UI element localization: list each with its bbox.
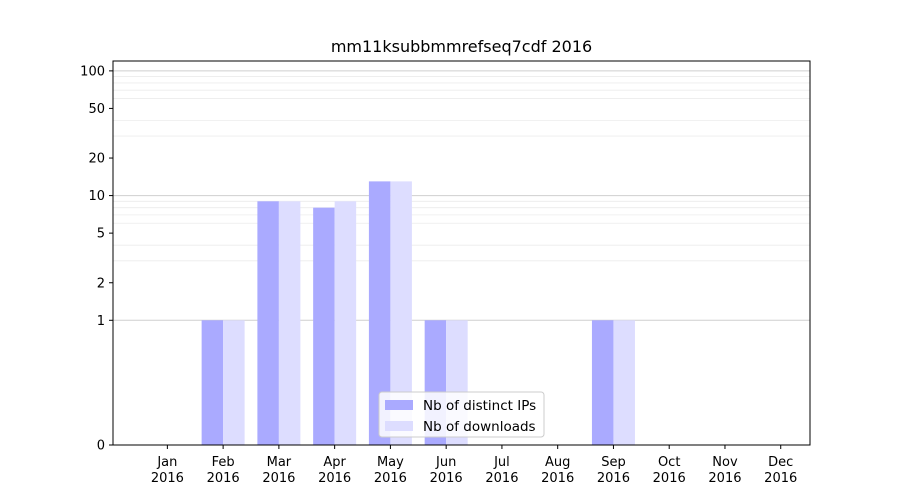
bar-downloads: [613, 320, 635, 445]
x-tick-label-month: Jan: [156, 455, 177, 470]
bar-distinct-ips: [368, 181, 391, 445]
bar-downloads: [223, 320, 245, 445]
x-tick-label-month: Dec: [768, 455, 793, 470]
x-tick-label-month: Aug: [545, 455, 570, 470]
y-tick-label: 100: [80, 64, 105, 79]
y-tick-label: 2: [97, 276, 105, 291]
bar-downloads: [390, 181, 412, 445]
x-tick-label-month: Nov: [712, 455, 738, 470]
legend-label: Nb of distinct IPs: [423, 398, 536, 414]
y-tick-label: 10: [88, 189, 105, 204]
y-tick-label: 20: [88, 152, 105, 167]
legend-swatch: [385, 421, 413, 431]
bar-downloads: [334, 201, 357, 445]
x-tick-label-month: Jun: [435, 455, 456, 470]
x-tick-label-year: 2016: [262, 471, 295, 486]
x-tick-label-year: 2016: [708, 471, 741, 486]
x-tick-label-year: 2016: [430, 471, 463, 486]
x-tick-label-month: Mar: [267, 455, 292, 470]
x-tick-label-month: Oct: [658, 455, 680, 470]
x-tick-label-year: 2016: [541, 471, 574, 486]
chart-title: mm11ksubbmmrefseq7cdf 2016: [331, 37, 592, 56]
bars: [201, 181, 635, 445]
bar-distinct-ips: [591, 320, 614, 445]
x-tick-label-year: 2016: [597, 471, 630, 486]
x-tick-label-month: Sep: [601, 455, 626, 470]
legend-box: [378, 391, 545, 438]
x-tick-label-month: Feb: [212, 455, 235, 470]
x-tick-label-year: 2016: [764, 471, 797, 486]
x-tick-label-year: 2016: [374, 471, 407, 486]
bar-downloads: [278, 201, 301, 445]
grid-lines: [113, 70, 810, 321]
y-tick-label: 1: [97, 314, 105, 329]
x-tick-label-month: Apr: [323, 455, 346, 470]
legend-label: Nb of downloads: [423, 419, 536, 435]
bar-distinct-ips: [201, 320, 224, 445]
x-tick-label-month: May: [377, 455, 404, 470]
legend-swatch: [385, 400, 413, 410]
x-tick-label-year: 2016: [151, 471, 184, 486]
bar-distinct-ips: [313, 207, 335, 445]
plot-area: [112, 60, 811, 446]
y-tick-label: 5: [97, 227, 105, 242]
x-tick-label-year: 2016: [653, 471, 686, 486]
y-axis: 0 1 2 5 10 20 50 100: [80, 64, 113, 454]
x-tick-label-month: Jul: [493, 455, 510, 470]
x-tick-label-year: 2016: [318, 471, 351, 486]
legend: Nb of distinct IPs Nb of downloads: [378, 391, 545, 438]
x-axis: Jan2016Feb2016Mar2016Apr2016May2016Jun20…: [151, 445, 797, 486]
x-tick-label-year: 2016: [207, 471, 240, 486]
bar-distinct-ips: [257, 201, 279, 445]
x-tick-label-year: 2016: [485, 471, 518, 486]
y-tick-label: 50: [88, 102, 105, 117]
y-tick-label: 0: [97, 439, 105, 454]
